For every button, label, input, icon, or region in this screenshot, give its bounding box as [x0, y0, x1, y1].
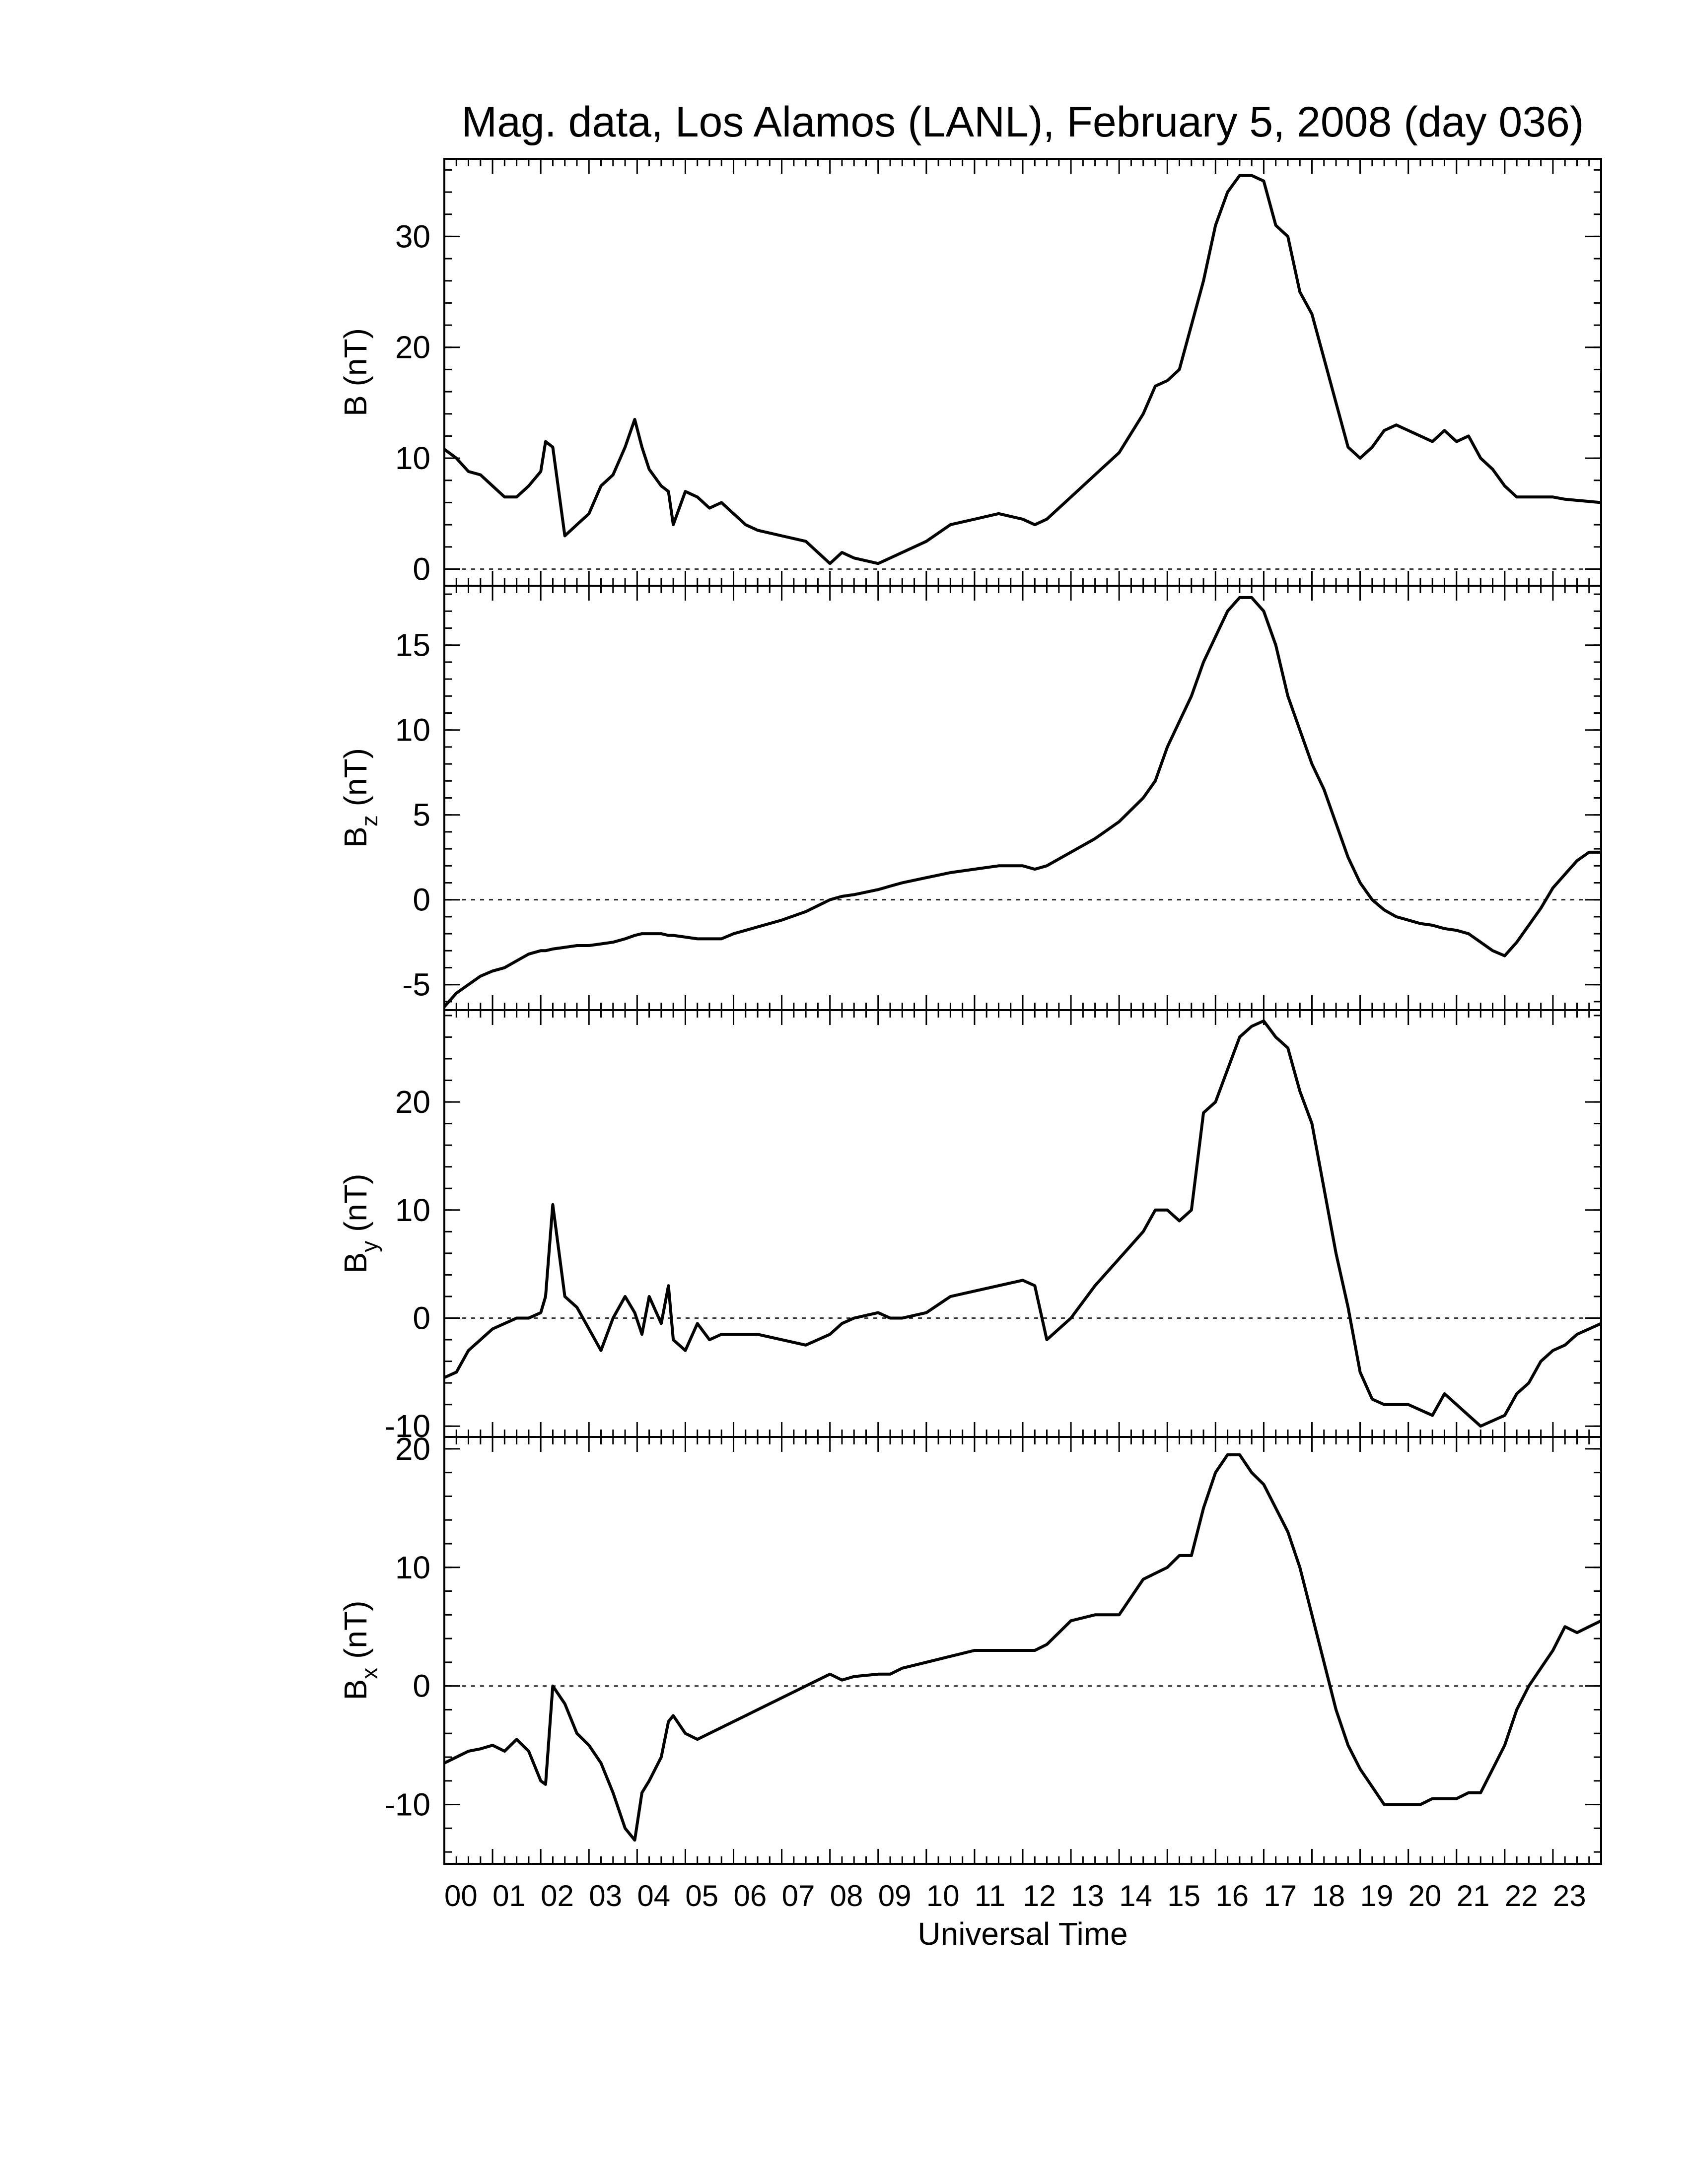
- x-tick-label: 15: [1167, 1879, 1200, 1912]
- y-tick-label: 15: [395, 627, 430, 663]
- y-tick-label: 5: [413, 797, 430, 833]
- series-line: [443, 174, 1602, 565]
- y-axis-label-main: B: [338, 1252, 373, 1274]
- y-axis-label-main: B: [338, 826, 373, 848]
- x-axis-label: Universal Time: [917, 1916, 1127, 1952]
- y-axis-label: By (nT): [338, 1174, 382, 1274]
- y-tick-label: 10: [395, 712, 430, 748]
- y-tick-label: 30: [395, 218, 430, 254]
- x-tick-label: 01: [492, 1879, 526, 1912]
- x-tick-label: 03: [589, 1879, 622, 1912]
- y-tick-label: 10: [395, 440, 430, 476]
- y-axis-label: Bz (nT): [338, 748, 382, 848]
- panel-frame: [443, 1009, 1602, 1438]
- x-tick-label: 22: [1505, 1879, 1538, 1912]
- x-tick-label: 11: [975, 1879, 1005, 1912]
- y-axis-label-main: B: [338, 1679, 373, 1701]
- x-tick-label: 08: [830, 1879, 863, 1912]
- y-tick-label: 10: [395, 1550, 430, 1585]
- y-tick-label: -5: [402, 967, 430, 1003]
- x-tick-labels: 00 01 02 03 04 05 06 07 08 09 10 11 12 13 14 15 16 17 18 19…: [444, 1879, 1586, 1912]
- x-tick-label: 21: [1457, 1879, 1490, 1912]
- x-tick-label: 23: [1553, 1879, 1586, 1912]
- x-tick-label: 12: [1023, 1879, 1056, 1912]
- x-tick-label: 20: [1408, 1879, 1442, 1912]
- y-axis-label-unit: (nT): [338, 1174, 373, 1241]
- x-tick-label: 09: [878, 1879, 912, 1912]
- panels: 0 10 20 30 B (nT) -5 0 5 10 15 Bz (nT) -10 0 10 20 By (…: [338, 158, 1602, 1865]
- x-tick-label: 13: [1071, 1879, 1104, 1912]
- x-tick-label: 04: [637, 1879, 670, 1912]
- series-line: [443, 1453, 1602, 1842]
- x-tick-label: 17: [1264, 1879, 1297, 1912]
- x-tick-label: 05: [685, 1879, 718, 1912]
- y-tick-label: -10: [385, 1787, 431, 1823]
- x-tick-label: 14: [1119, 1879, 1152, 1912]
- y-tick-label: 0: [413, 551, 430, 587]
- x-tick-label: 10: [926, 1879, 960, 1912]
- x-tick-label: 00: [444, 1879, 478, 1912]
- y-tick-label: 0: [413, 882, 430, 918]
- panel-1: -5 0 5 10 15 Bz (nT): [338, 585, 1602, 1011]
- series-line: [443, 1019, 1602, 1428]
- y-axis-label-unit: (nT): [338, 328, 373, 395]
- y-axis-label: B (nT): [338, 328, 373, 416]
- y-tick-label: 20: [395, 1431, 430, 1467]
- x-tick-label: 07: [782, 1879, 815, 1912]
- panel-frame: [443, 158, 1602, 587]
- panel-0: 0 10 20 30 B (nT): [338, 158, 1602, 587]
- y-tick-label: 20: [395, 330, 430, 365]
- x-tick-label: 02: [541, 1879, 574, 1912]
- y-axis-label-main: B: [338, 395, 373, 416]
- y-tick-label: 10: [395, 1192, 430, 1228]
- y-tick-label: 20: [395, 1084, 430, 1120]
- y-axis-label-unit: (nT): [338, 748, 373, 815]
- panel-2: -10 0 10 20 By (nT): [338, 1009, 1602, 1444]
- y-axis-label: Bx (nT): [338, 1601, 382, 1701]
- panel-frame: [443, 585, 1602, 1011]
- x-tick-label: 16: [1215, 1879, 1249, 1912]
- x-tick-label: 19: [1360, 1879, 1394, 1912]
- y-axis-label-unit: (nT): [338, 1601, 373, 1668]
- series-line: [443, 596, 1601, 1008]
- y-tick-label: -10: [385, 1408, 431, 1444]
- chart-title: Mag. data, Los Alamos (LANL), February 5…: [461, 98, 1584, 146]
- y-tick-label: 0: [413, 1300, 430, 1336]
- y-tick-label: 0: [413, 1668, 430, 1704]
- y-axis-label-subscript: x: [356, 1668, 382, 1679]
- y-axis-label-subscript: y: [356, 1241, 382, 1252]
- x-tick-label: 18: [1312, 1879, 1345, 1912]
- panel-3: -10 0 10 20 Bx (nT): [338, 1431, 1602, 1865]
- y-axis-label-subscript: z: [356, 815, 382, 826]
- x-tick-label: 06: [734, 1879, 767, 1912]
